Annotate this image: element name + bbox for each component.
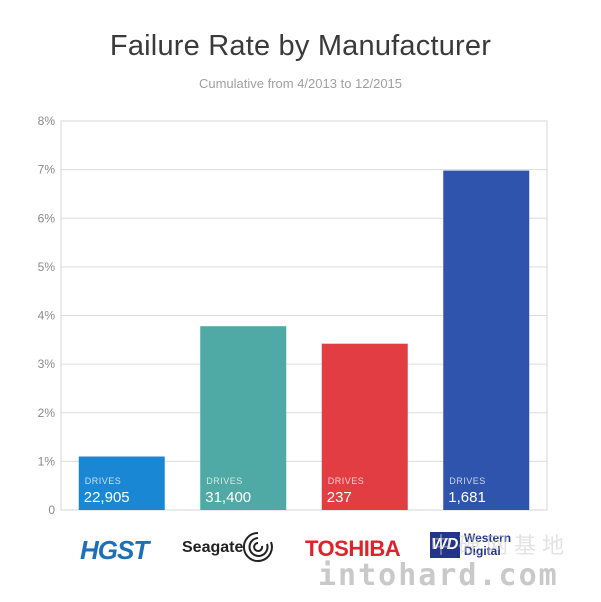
seagate-logo: Seagate — [182, 530, 273, 564]
y-tick-label: 0 — [48, 503, 55, 517]
y-tick-label: 2% — [38, 406, 56, 420]
y-tick-label: 1% — [38, 454, 56, 468]
seagate-swirl-icon — [242, 531, 273, 562]
bar-drives-label: DRIVES — [206, 476, 243, 486]
watermark-cn: 中硬网基地 — [430, 534, 571, 559]
bar-drives-label: DRIVES — [449, 476, 486, 486]
bar-drives-count: 22,905 — [84, 489, 130, 506]
chart-title: Failure Rate by Manufacturer — [109, 30, 492, 62]
y-tick-label: 7% — [38, 163, 56, 177]
bar-drives-label: DRIVES — [328, 476, 365, 486]
seagate-logo-text: Seagate — [182, 539, 244, 556]
hgst-logo: HGST — [80, 535, 149, 565]
bar — [321, 343, 408, 510]
wd-mark-icon: WD — [430, 532, 460, 558]
bar — [78, 456, 165, 510]
wd-logo-text: Western Digital — [464, 532, 511, 558]
y-tick-label: 6% — [38, 211, 56, 225]
wd-logo-line1: Western — [464, 531, 512, 545]
wd-logo-line2: Digital — [464, 544, 501, 558]
y-tick-label: 3% — [38, 357, 56, 371]
y-tick-label: 4% — [38, 309, 56, 323]
bar — [443, 170, 530, 510]
western-digital-logo: WD Western Digital — [430, 528, 540, 562]
bar-drives-label: DRIVES — [85, 476, 122, 486]
bar-drives-count: 237 — [327, 489, 352, 506]
bar — [200, 326, 287, 510]
toshiba-logo: TOSHIBA — [305, 536, 401, 561]
watermark: intohard.com — [318, 558, 559, 593]
bar-drives-count: 31,400 — [205, 489, 251, 506]
chart-subtitle: Cumulative from 4/2013 to 12/2015 — [198, 76, 403, 91]
y-tick-label: 8% — [38, 114, 56, 128]
bar-drives-count: 1,681 — [448, 489, 486, 506]
y-tick-label: 5% — [38, 260, 56, 274]
